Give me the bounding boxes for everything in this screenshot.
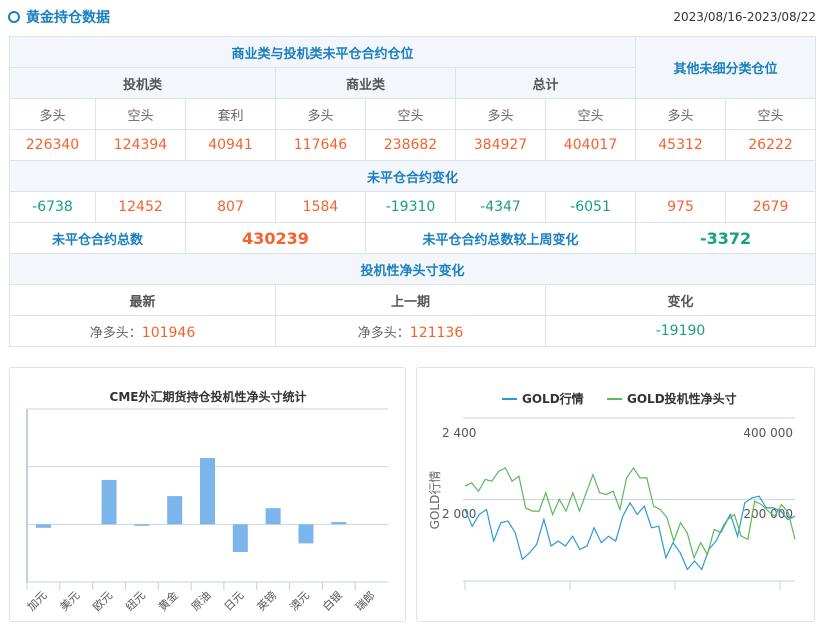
sub-header: 多头 bbox=[455, 98, 546, 130]
bar-加元 bbox=[35, 524, 51, 528]
x-tick-label: 原油 bbox=[188, 588, 213, 613]
change-value: -6738 bbox=[9, 191, 96, 223]
net-prefix: 净多头： bbox=[89, 325, 142, 341]
sub-header: 多头 bbox=[275, 98, 366, 130]
left-tick-label: 2 000 bbox=[442, 507, 476, 521]
other-title: 其他未细分类仓位 bbox=[635, 36, 817, 99]
bar-白银 bbox=[331, 522, 347, 525]
sub-header: 空头 bbox=[95, 98, 186, 130]
bar-日元 bbox=[232, 524, 248, 553]
bar-chart-panel: CME外汇期货持仓投机性净头寸统计加元 美元 欧元 纽元 黄金 原油 日元 英镑 澳元 白银 瑞郎 bbox=[9, 367, 406, 622]
net-latest-cell: 净多头：101946 bbox=[9, 315, 276, 347]
legend-label: GOLD行情 bbox=[522, 391, 584, 406]
x-tick-label: 英镑 bbox=[254, 588, 279, 613]
net-change: -19190 bbox=[544, 315, 817, 347]
bar-黄金 bbox=[167, 496, 183, 525]
x-tick-label: 日元 bbox=[222, 589, 247, 614]
y-axis-label: GOLD行情 bbox=[428, 471, 442, 530]
net-header-change: 变化 bbox=[544, 284, 817, 316]
position-value: 124394 bbox=[95, 129, 186, 161]
x-tick-label: 纽元 bbox=[123, 588, 148, 613]
x-tick-label: 美元 bbox=[58, 589, 83, 614]
x-tick-label: 欧元 bbox=[90, 589, 115, 614]
change-value: 1584 bbox=[275, 191, 366, 223]
change-value: 2679 bbox=[725, 191, 817, 223]
total-label: 未平仓合约总数 bbox=[9, 222, 186, 254]
position-value: 226340 bbox=[9, 129, 96, 161]
line-chart-panel: 2 400 2 000 400 000 200 000 GOLD行情 GOLD行情 GOLD… bbox=[416, 367, 815, 622]
net-header-previous: 上一期 bbox=[275, 284, 546, 316]
series-line-GOLD投机性净头寸 bbox=[464, 466, 796, 560]
bar-英镑 bbox=[265, 508, 281, 525]
chart-title: CME外汇期货持仓投机性净头寸统计 bbox=[110, 389, 307, 404]
x-tick-label: 澳元 bbox=[287, 589, 312, 614]
group-title: 商业类与投机类未平仓合约仓位 bbox=[8, 36, 637, 68]
date-range: 2023/08/16-2023/08/22 bbox=[673, 10, 816, 24]
x-tick-label: 白银 bbox=[319, 588, 344, 613]
sub-header: 空头 bbox=[725, 98, 817, 130]
sub-header: 空头 bbox=[544, 98, 637, 130]
x-tick-label: 黄金 bbox=[155, 588, 180, 613]
x-tick-label: 瑞郎 bbox=[352, 588, 377, 613]
change-value: 975 bbox=[635, 191, 727, 223]
series-line-GOLD行情 bbox=[464, 495, 796, 571]
circle-icon bbox=[8, 11, 20, 23]
total-change-value: -3372 bbox=[635, 222, 817, 254]
section-header: 黄金持仓数据 2023/08/16-2023/08/22 bbox=[8, 6, 816, 28]
section-title: 黄金持仓数据 bbox=[26, 10, 110, 26]
group-commercial: 商业类 bbox=[275, 67, 456, 99]
group-total: 总计 bbox=[454, 67, 637, 99]
bar-纽元 bbox=[134, 524, 150, 526]
sub-header: 套利 bbox=[185, 98, 276, 130]
change-value: -4347 bbox=[455, 191, 546, 223]
position-value: 40941 bbox=[185, 129, 276, 161]
left-tick-label: 2 400 bbox=[442, 426, 476, 440]
change-value: 12452 bbox=[95, 191, 186, 223]
net-title: 投机性净头寸变化 bbox=[8, 253, 817, 285]
sub-header: 多头 bbox=[635, 98, 727, 130]
group-speculative: 投机类 bbox=[9, 67, 276, 99]
position-value: 404017 bbox=[544, 129, 637, 161]
net-prefix: 净多头： bbox=[357, 325, 410, 341]
change-value: -19310 bbox=[365, 191, 456, 223]
net-header-latest: 最新 bbox=[9, 284, 276, 316]
total-value: 430239 bbox=[185, 222, 366, 254]
position-value: 117646 bbox=[275, 129, 366, 161]
sub-header: 多头 bbox=[9, 98, 96, 130]
bar-欧元 bbox=[101, 479, 117, 525]
sub-header: 空头 bbox=[365, 98, 456, 130]
bar-澳元 bbox=[298, 524, 314, 544]
position-value: 238682 bbox=[365, 129, 456, 161]
position-value: 384927 bbox=[455, 129, 546, 161]
legend-label: GOLD投机性净头寸 bbox=[627, 391, 737, 406]
gold-positions-table: 商业类与投机类未平仓合约仓位 其他未细分类仓位 投机类 商业类 总计 多头 空头套… bbox=[8, 36, 817, 347]
change-value: 807 bbox=[185, 191, 276, 223]
net-previous-cell: 净多头：121136 bbox=[275, 315, 546, 347]
position-value: 26222 bbox=[725, 129, 817, 161]
x-tick-label: 加元 bbox=[25, 589, 50, 614]
net-latest: 101946 bbox=[141, 324, 196, 341]
position-value: 45312 bbox=[635, 129, 727, 161]
bar-原油 bbox=[200, 458, 215, 525]
net-previous: 121136 bbox=[409, 324, 464, 341]
change-value: -6051 bbox=[544, 191, 637, 223]
change-title: 未平仓合约变化 bbox=[8, 160, 817, 192]
total-change-label: 未平仓合约总数较上周变化 bbox=[364, 222, 637, 254]
right-tick-label: 400 000 bbox=[743, 426, 793, 440]
